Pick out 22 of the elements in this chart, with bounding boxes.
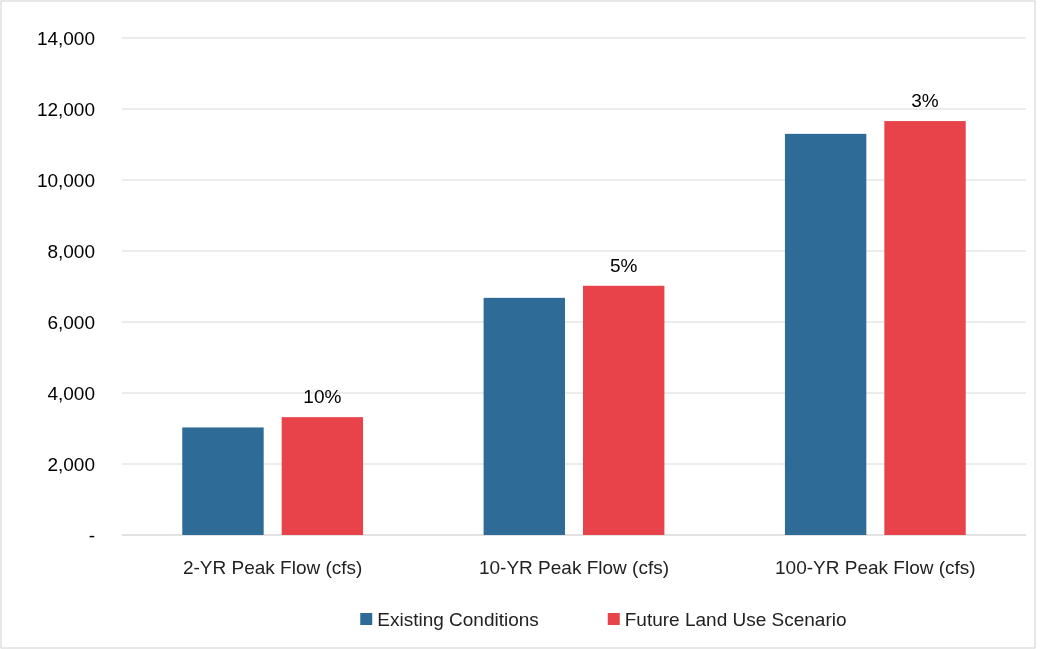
annotation: 5%	[609, 254, 638, 276]
y-tick-label: 2,000	[47, 453, 95, 475]
bar	[281, 417, 364, 535]
y-tick-label: 12,000	[36, 98, 95, 120]
bar	[784, 133, 867, 535]
bar	[182, 427, 264, 535]
x-tick-label: 10-YR Peak Flow (cfs)	[478, 556, 670, 578]
y-tick-label: 8,000	[47, 240, 95, 262]
y-tick-label: 6,000	[47, 311, 95, 333]
y-tick-label: 10,000	[36, 169, 95, 191]
annotation: 10%	[303, 386, 342, 408]
y-tick-label: -	[88, 524, 95, 546]
y-tick-label: 14,000	[36, 27, 95, 49]
bar	[583, 285, 665, 535]
bar	[483, 297, 565, 535]
x-tick-label: 100-YR Peak Flow (cfs)	[775, 556, 976, 578]
annotation: 3%	[911, 90, 939, 112]
bar	[884, 121, 966, 535]
legend-label: Existing Conditions	[377, 608, 539, 630]
legend-label: Future Land Use Scenario	[624, 608, 847, 630]
y-tick-label: 4,000	[47, 382, 95, 404]
x-tick-label: 2-YR Peak Flow (cfs)	[182, 556, 363, 578]
